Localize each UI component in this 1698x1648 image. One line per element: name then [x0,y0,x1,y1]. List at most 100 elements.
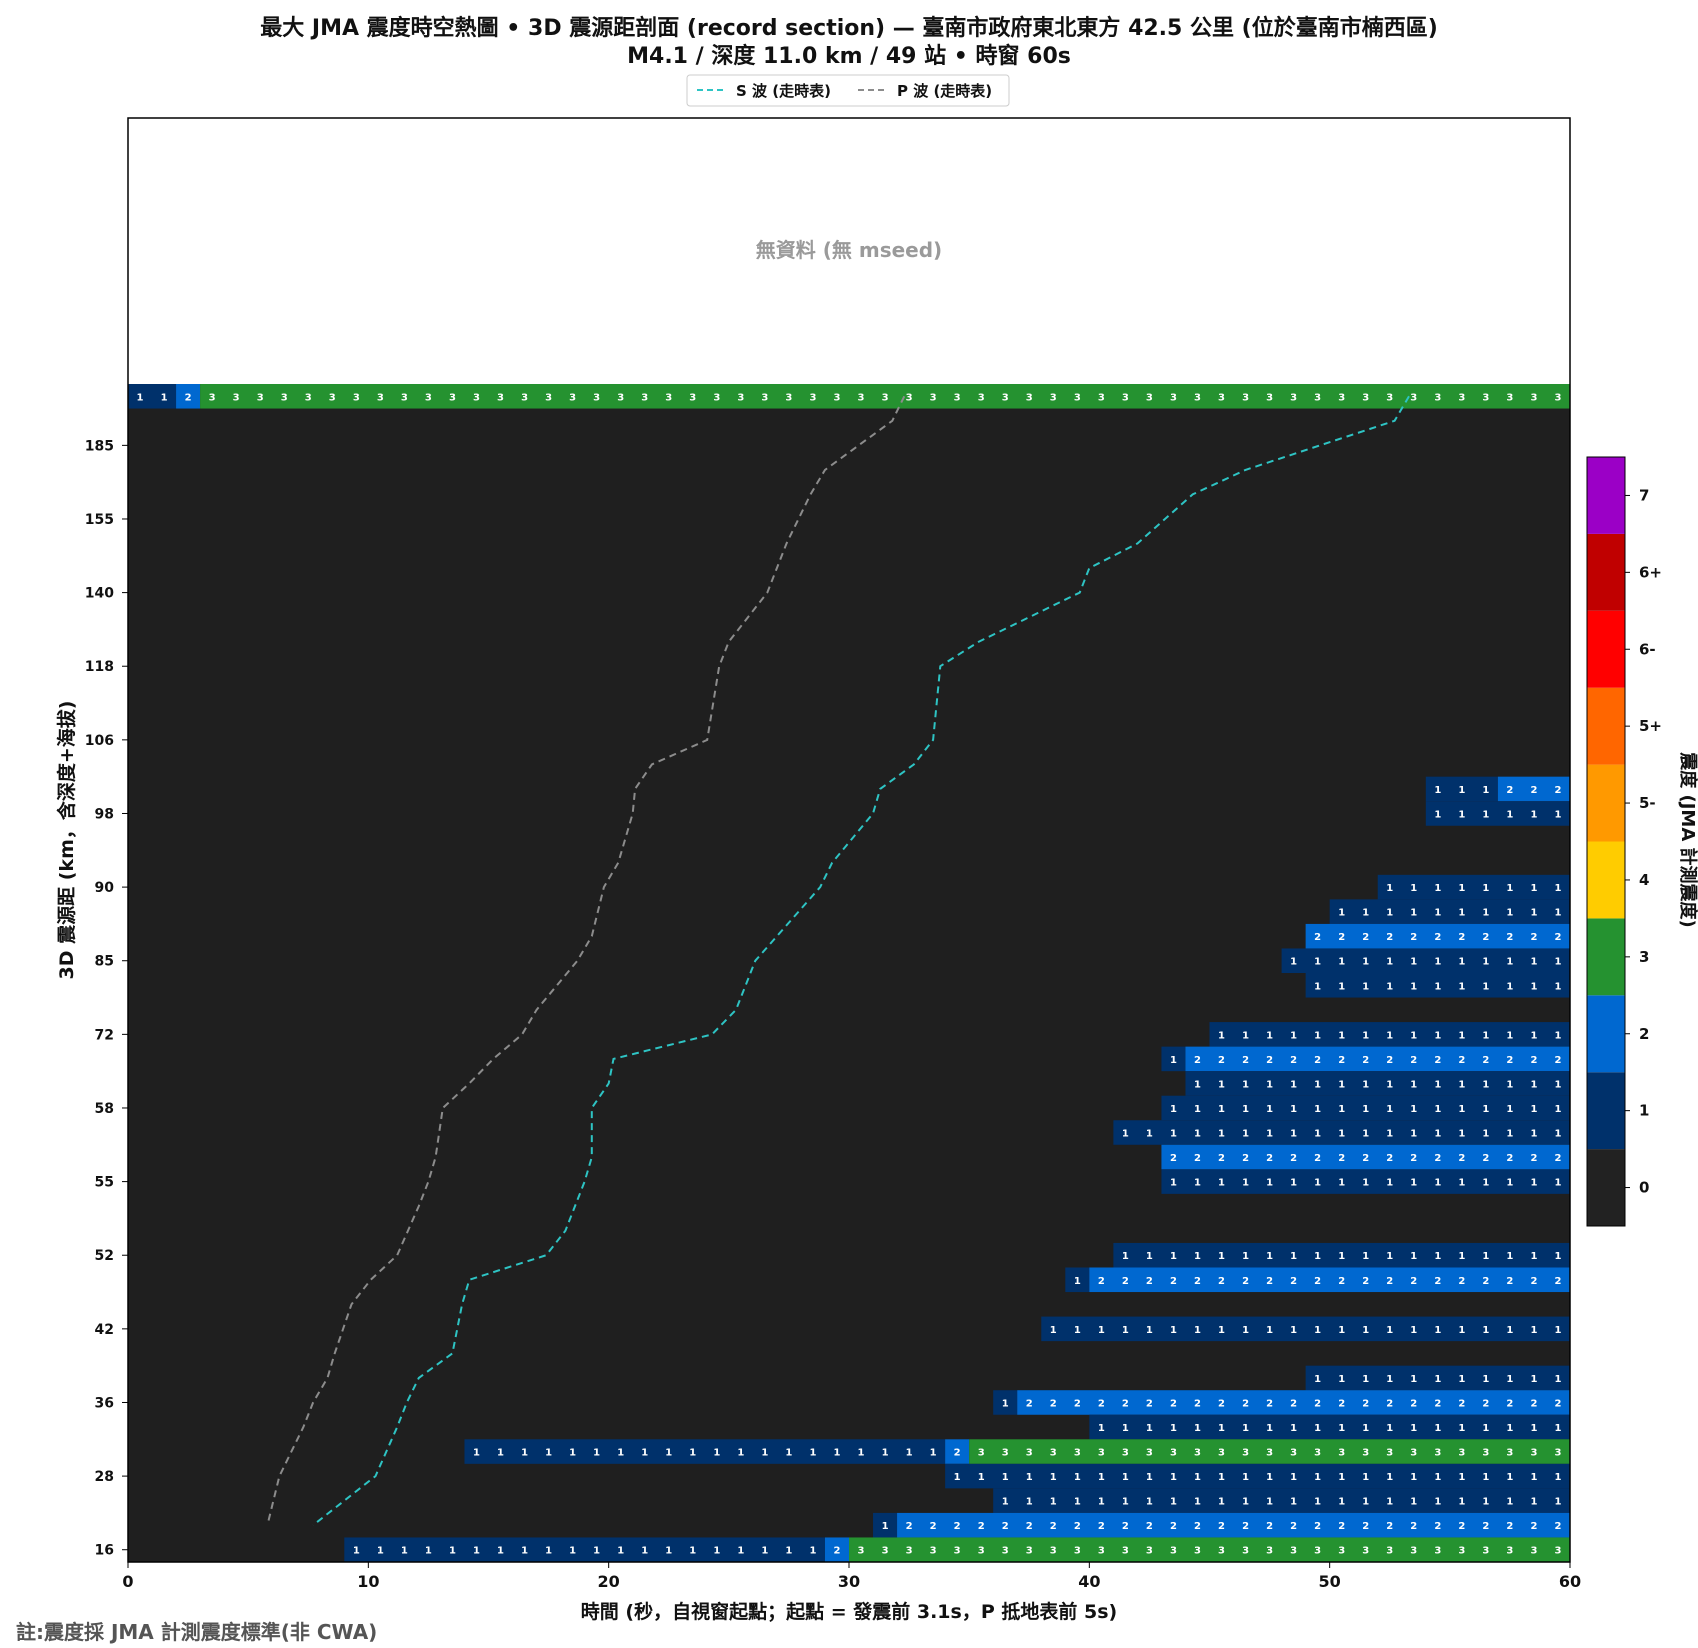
heatmap-cell [1425,776,1498,802]
heatmap-cell-label: 3 [425,392,432,403]
heatmap-cell-label: 1 [1362,957,1369,968]
heatmap-cell-label: 1 [1458,908,1465,919]
heatmap-cell-label: 3 [1242,1448,1249,1459]
heatmap-cell-label: 2 [1050,1521,1057,1532]
heatmap-cell-label: 2 [1098,1276,1105,1287]
heatmap-cell-label: 1 [1530,1079,1537,1090]
heatmap-cell-label: 3 [1098,1448,1105,1459]
heatmap-cell-label: 2 [1506,932,1513,943]
heatmap-cell-label: 3 [1314,392,1321,403]
y-tick-label: 58 [95,1101,114,1117]
heatmap-cell-label: 2 [1410,1055,1417,1066]
heatmap-cell-label: 3 [761,392,768,403]
heatmap-cell-label: 1 [1482,1030,1489,1041]
heatmap-cell-label: 3 [281,392,288,403]
y-tick-label: 72 [95,1027,114,1043]
heatmap-cell-label: 3 [1410,392,1417,403]
heatmap-cell-label: 2 [1098,1398,1105,1409]
heatmap-cell-label: 1 [1314,1129,1321,1140]
heatmap-cell-label: 1 [449,1546,456,1557]
heatmap-cell-label: 1 [1434,1178,1441,1189]
heatmap-cell-label: 1 [1554,1374,1561,1385]
heatmap-cell-label: 3 [1506,392,1513,403]
heatmap-cell-label: 3 [1482,1448,1489,1459]
heatmap-cell-label: 1 [1410,1472,1417,1483]
heatmap-cell-label: 3 [665,392,672,403]
heatmap-cell-label: 1 [1554,1178,1561,1189]
heatmap-cell-label: 1 [1194,1497,1201,1508]
heatmap-cell-label: 1 [1554,1079,1561,1090]
heatmap-cell-label: 1 [1434,1251,1441,1262]
heatmap-cell-label: 2 [1554,932,1561,943]
heatmap-cell-label: 2 [1530,1153,1537,1164]
heatmap-cell-label: 2 [1338,932,1345,943]
heatmap-cell-label: 3 [641,392,648,403]
heatmap-cell-label: 1 [1386,1325,1393,1336]
heatmap-cell-label: 3 [1362,392,1369,403]
heatmap-cell-label: 1 [978,1472,985,1483]
heatmap-cell-label: 1 [1410,1251,1417,1262]
heatmap-cell-label: 1 [1218,1251,1225,1262]
heatmap-cell-label: 1 [1122,1497,1129,1508]
heatmap-cell [1305,1365,1570,1391]
heatmap-cell-label: 1 [1410,1030,1417,1041]
heatmap-cell-label: 1 [1482,809,1489,820]
heatmap-cell-label: 2 [1098,1521,1105,1532]
heatmap-cell-label: 2 [1290,1521,1297,1532]
heatmap-cell-label: 1 [1362,1374,1369,1385]
heatmap-cell-label: 1 [1266,1178,1273,1189]
heatmap-cell-label: 2 [1362,1276,1369,1287]
heatmap-cell [849,1537,1570,1562]
heatmap-cell-label: 1 [1386,1104,1393,1115]
heatmap-cell-label: 1 [1314,981,1321,992]
heatmap-cell-label: 1 [1458,1178,1465,1189]
heatmap-cell-label: 2 [1122,1276,1129,1287]
x-axis: 0 10 20 30 40 50 60 [122,1562,1581,1591]
no-data-region [128,118,1570,384]
heatmap-cell [1185,1046,1570,1072]
heatmap-cell-label: 2 [1194,1055,1201,1066]
heatmap-cell-label: 2 [1338,1153,1345,1164]
heatmap-cell-label: 2 [1530,1055,1537,1066]
heatmap-cell-label: 1 [1338,908,1345,919]
heatmap-cell-label: 3 [1338,1546,1345,1557]
heatmap-cell-label: 1 [1482,1104,1489,1115]
heatmap-cell-label: 2 [1506,1398,1513,1409]
heatmap-cell-label: 2 [1434,1276,1441,1287]
heatmap-cell-label: 1 [1506,809,1513,820]
heatmap-cell-label: 3 [1338,392,1345,403]
x-tick-label: 50 [1319,1572,1341,1591]
heatmap-cell-label: 1 [1458,1030,1465,1041]
colorbar-tick-label: 7 [1639,486,1649,504]
legend-s-wave-label: S 波 (走時表) [736,82,831,100]
heatmap-cell-label: 1 [1242,1104,1249,1115]
heatmap-cell-label: 2 [1386,932,1393,943]
heatmap-cell-label: 1 [1410,908,1417,919]
heatmap-cell-label: 2 [1266,1276,1273,1287]
colorbar-frame [1586,456,1626,1227]
heatmap-cell-label: 1 [1554,1472,1561,1483]
heatmap-cell [1305,923,1570,949]
heatmap-cell-label: 2 [1290,1055,1297,1066]
colorbar-label: 震度 (JMA 計測震度) [1677,752,1698,928]
heatmap-cell-labels: 1 1 2 3 3 3 3 3 3 3 3 3 3 3 3 3 3 3 3 3 3 3 3 3 3 3 3 3 3 3 3 3 3 3 3 3 3 3 3 3… [137,392,1562,1556]
heatmap-cell-label: 1 [1242,1178,1249,1189]
heatmap-cell-label: 1 [1434,1030,1441,1041]
heatmap-cell-label: 3 [1002,392,1009,403]
heatmap-cell-label: 2 [1458,1153,1465,1164]
heatmap-cell [897,1512,1570,1538]
heatmap-cell-label: 1 [1266,1497,1273,1508]
heatmap-cell-label: 1 [1290,1423,1297,1434]
heatmap-cell-label: 3 [1242,392,1249,403]
heatmap-cell [1281,948,1570,973]
heatmap-cell-label: 1 [1122,1251,1129,1262]
y-tick-label: 42 [95,1322,114,1338]
heatmap-cell-label: 3 [1146,1448,1153,1459]
heatmap-cell-label: 1 [1362,1129,1369,1140]
heatmap-cell-label: 2 [1386,1153,1393,1164]
heatmap-cell-label: 3 [689,392,696,403]
heatmap-cell-label: 2 [1530,1521,1537,1532]
heatmap-cell-label: 1 [1074,1497,1081,1508]
heatmap-cell-label: 3 [713,392,720,403]
heatmap-cell-label: 3 [1458,1546,1465,1557]
